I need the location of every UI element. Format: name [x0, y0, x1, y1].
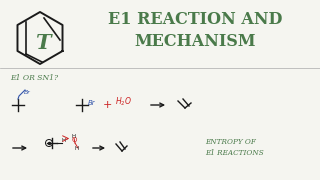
Text: H: H — [75, 147, 79, 152]
Text: E1 REACTION AND: E1 REACTION AND — [108, 12, 282, 28]
Text: H: H — [62, 138, 66, 143]
Text: $H_2O$: $H_2O$ — [115, 96, 132, 108]
Text: +: + — [102, 100, 112, 110]
Text: E1 OR SN1?: E1 OR SN1? — [10, 74, 58, 82]
Text: T: T — [35, 33, 51, 53]
Text: Br: Br — [24, 91, 31, 96]
Text: H: H — [72, 134, 76, 140]
Text: O: O — [72, 137, 77, 143]
Text: Br: Br — [88, 100, 96, 106]
Text: MECHANISM: MECHANISM — [134, 33, 256, 51]
Text: ENTROPY OF
E1 REACTIONS: ENTROPY OF E1 REACTIONS — [205, 138, 264, 157]
